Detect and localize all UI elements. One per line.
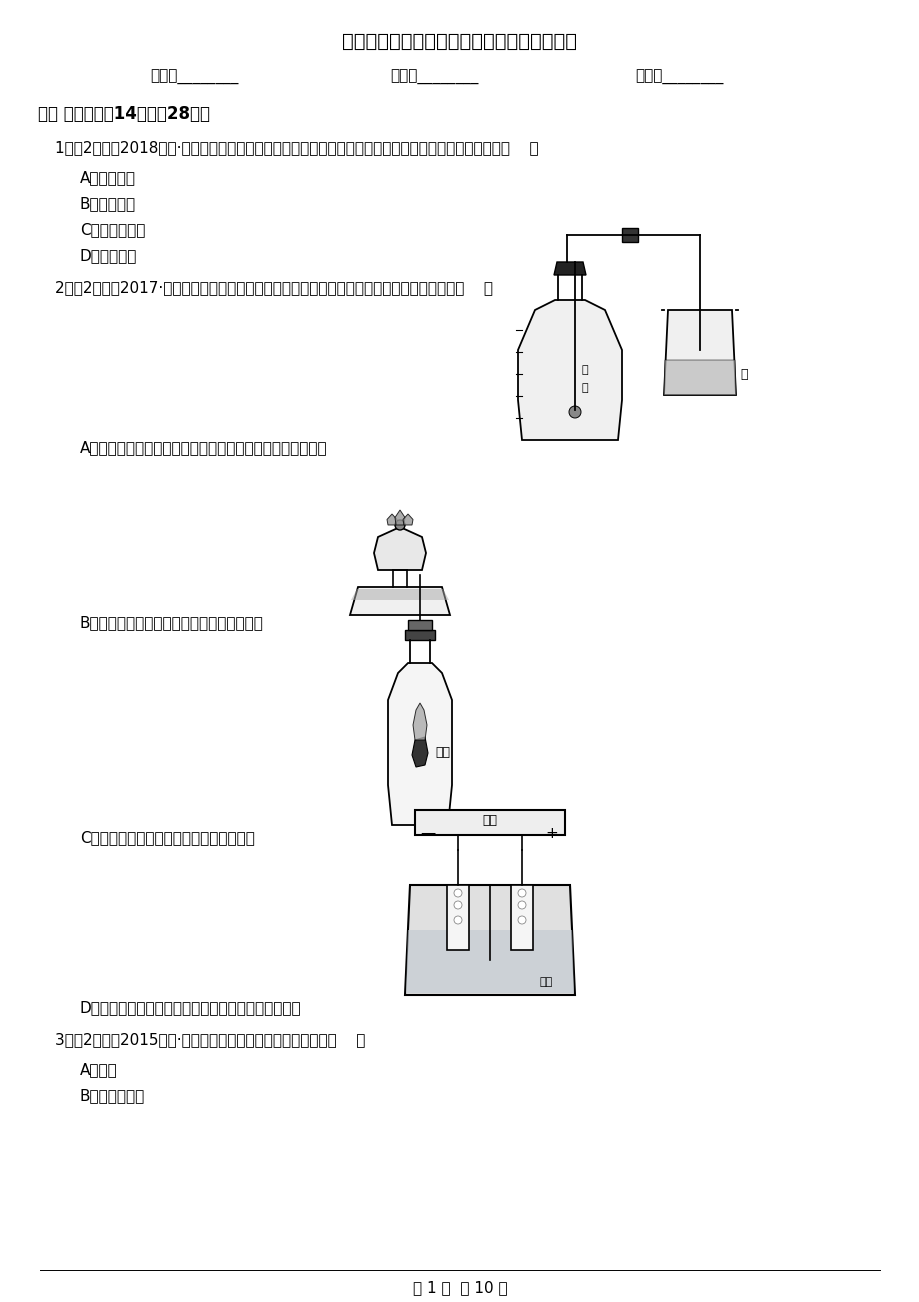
Circle shape <box>517 901 526 909</box>
Text: 烟台市龙口市九年级上学期化学期中考试试卷: 烟台市龙口市九年级上学期化学期中考试试卷 <box>342 33 577 51</box>
Bar <box>407 620 432 630</box>
Text: 姓名：________: 姓名：________ <box>150 70 238 85</box>
Polygon shape <box>404 885 574 995</box>
Text: D．汽油挥发: D．汽油挥发 <box>80 247 137 263</box>
Text: B．用灯帽盖灭酒精灯，灭火原理是隔绝氧气: B．用灯帽盖灭酒精灯，灭火原理是隔绝氧气 <box>80 615 264 630</box>
Text: C．木炭在氧气中燃烧发出白光，放出热量: C．木炭在氧气中燃烧发出白光，放出热量 <box>80 829 255 845</box>
Polygon shape <box>403 514 413 525</box>
Text: A．氧气: A．氧气 <box>80 1062 118 1077</box>
Text: +: + <box>545 825 558 841</box>
Polygon shape <box>388 663 451 825</box>
Polygon shape <box>387 514 397 525</box>
Polygon shape <box>412 737 427 767</box>
Text: 1．（2分）（2018九上·淮阴期中）日常生活中的下列变化，其中一种变化与其余三种变化类型不同的是（    ）: 1．（2分）（2018九上·淮阴期中）日常生活中的下列变化，其中一种变化与其余三… <box>55 141 538 155</box>
Circle shape <box>453 901 461 909</box>
Text: —: — <box>420 825 436 841</box>
Circle shape <box>453 889 461 897</box>
Polygon shape <box>517 299 621 440</box>
Polygon shape <box>349 587 449 615</box>
Bar <box>621 228 637 242</box>
Text: B．五氧化二磷: B．五氧化二磷 <box>80 1088 145 1103</box>
Polygon shape <box>553 262 585 275</box>
Text: 电源: 电源 <box>539 976 552 987</box>
Text: 一、 单选题（共14题；共28分）: 一、 单选题（共14题；共28分） <box>38 105 210 122</box>
Polygon shape <box>405 930 573 993</box>
Circle shape <box>568 406 581 418</box>
Text: D．电解水实验中，电极上产生气体的快慢与电压无关: D．电解水实验中，电极上产生气体的快慢与电压无关 <box>80 1000 301 1016</box>
Text: B．食品腐烂: B．食品腐烂 <box>80 197 136 211</box>
Polygon shape <box>664 310 735 395</box>
Polygon shape <box>374 527 425 570</box>
Text: 电源: 电源 <box>482 814 497 827</box>
Polygon shape <box>413 703 426 740</box>
Circle shape <box>453 917 461 924</box>
Polygon shape <box>664 359 735 395</box>
Polygon shape <box>447 885 469 950</box>
Polygon shape <box>510 885 532 950</box>
Text: A．测定空气中氧气含量，划刻度线之前可先在瓶底加少量水: A．测定空气中氧气含量，划刻度线之前可先在瓶底加少量水 <box>80 440 327 454</box>
Text: 班级：________: 班级：________ <box>390 70 478 85</box>
Bar <box>414 810 564 835</box>
Text: 第 1 页  共 10 页: 第 1 页 共 10 页 <box>413 1280 506 1295</box>
Polygon shape <box>394 510 404 525</box>
Text: 红: 红 <box>582 365 588 375</box>
Text: 3．（2分）（2015九上·株洲期末）下列物质属于混合物的是（    ）: 3．（2分）（2015九上·株洲期末）下列物质属于混合物的是（ ） <box>55 1032 365 1047</box>
Polygon shape <box>351 589 448 600</box>
Text: 木炭: 木炭 <box>435 746 449 759</box>
Text: 2．（2分）（2017·姑苏模拟）氧气是与人类关系密切的一种气体，下列有关说法不正确的是（    ）: 2．（2分）（2017·姑苏模拟）氧气是与人类关系密切的一种气体，下列有关说法不… <box>55 280 493 296</box>
Text: C．铁杵磨成针: C．铁杵磨成针 <box>80 223 145 237</box>
Bar <box>404 630 435 641</box>
Text: A．干冰升华: A．干冰升华 <box>80 171 136 185</box>
Circle shape <box>517 889 526 897</box>
Circle shape <box>394 519 404 530</box>
Text: 水: 水 <box>739 368 746 381</box>
Circle shape <box>517 917 526 924</box>
Text: 磷: 磷 <box>582 383 588 393</box>
Text: 成绩：________: 成绩：________ <box>634 70 722 85</box>
